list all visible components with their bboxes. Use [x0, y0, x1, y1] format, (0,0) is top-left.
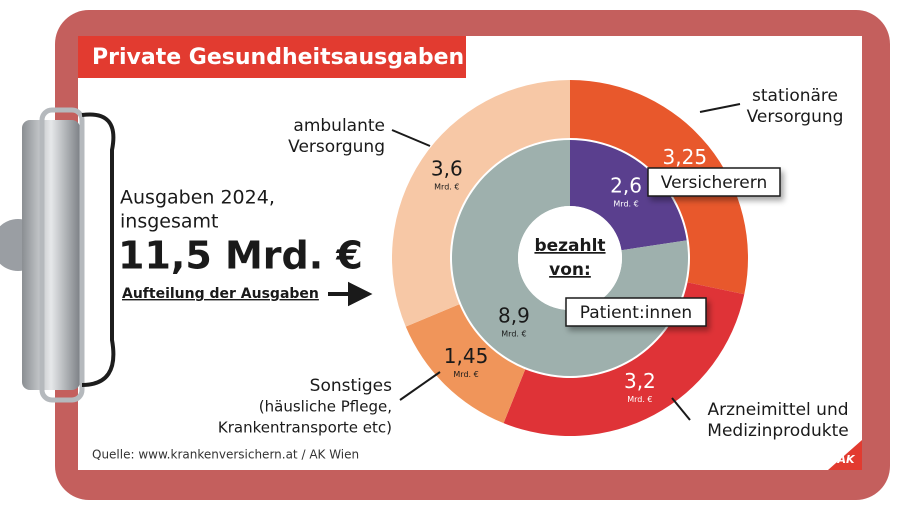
- logo-corner: [828, 440, 862, 470]
- intro: insgesamt: [120, 211, 218, 233]
- unit-label: Mrd. €: [627, 395, 652, 404]
- arrow: [328, 281, 373, 307]
- leader-line: [391, 129, 431, 147]
- value-label: 3,25: [663, 145, 708, 169]
- leader-line: [399, 371, 441, 401]
- title: Private Gesundheitsausgaben: [92, 45, 464, 70]
- value-label: 3,2: [624, 369, 656, 393]
- category-label: Versorgung: [747, 107, 844, 127]
- value-label: 8,9: [498, 304, 530, 328]
- category-label: Versicherern: [661, 173, 767, 193]
- donut-segment: [570, 140, 687, 251]
- logo: AK: [836, 453, 856, 466]
- unit-label: Mrd. €: [501, 330, 526, 339]
- category-label: (häusliche Pflege,: [259, 398, 392, 416]
- clip: [22, 120, 80, 390]
- leader-line: [699, 103, 741, 113]
- value-label: 1,45: [444, 344, 489, 368]
- intro: Ausgaben 2024,: [120, 187, 275, 209]
- link-text: Aufteilung der Ausgaben: [122, 286, 319, 302]
- title-banner: [78, 36, 466, 78]
- total: 11,5 Mrd. €: [118, 234, 363, 278]
- unit-label: Mrd. €: [434, 182, 459, 191]
- category-label: Sonstiges: [310, 376, 392, 396]
- source: Quelle: www.krankenversichern.at / AK Wi…: [92, 448, 359, 462]
- category-label: Arzneimittel und: [707, 400, 848, 420]
- category-label: Medizinprodukte: [707, 421, 848, 441]
- clip-spring: [81, 112, 116, 387]
- category-label: Krankentransporte etc): [218, 419, 392, 437]
- clip-wire: [39, 107, 85, 403]
- category-label: Versorgung: [288, 137, 385, 157]
- donut-segment: [570, 80, 749, 295]
- label-box: [647, 167, 781, 197]
- donut-segment: [392, 80, 570, 327]
- value-label: 2,6: [610, 173, 642, 197]
- center-label: bezahlt: [534, 236, 605, 256]
- unit-label: Mrd. €: [613, 199, 638, 208]
- leader-line: [671, 397, 691, 421]
- unit-label: Mrd. €: [453, 370, 478, 379]
- category-label: stationäre: [752, 86, 838, 106]
- label-box: [565, 297, 707, 327]
- category-label: Patient:innen: [580, 303, 692, 323]
- donut-segment: [405, 304, 526, 424]
- center: [518, 206, 622, 310]
- center-label: von:: [549, 260, 591, 280]
- value-label: 3,6: [431, 156, 463, 180]
- category-label: ambulante: [293, 116, 385, 136]
